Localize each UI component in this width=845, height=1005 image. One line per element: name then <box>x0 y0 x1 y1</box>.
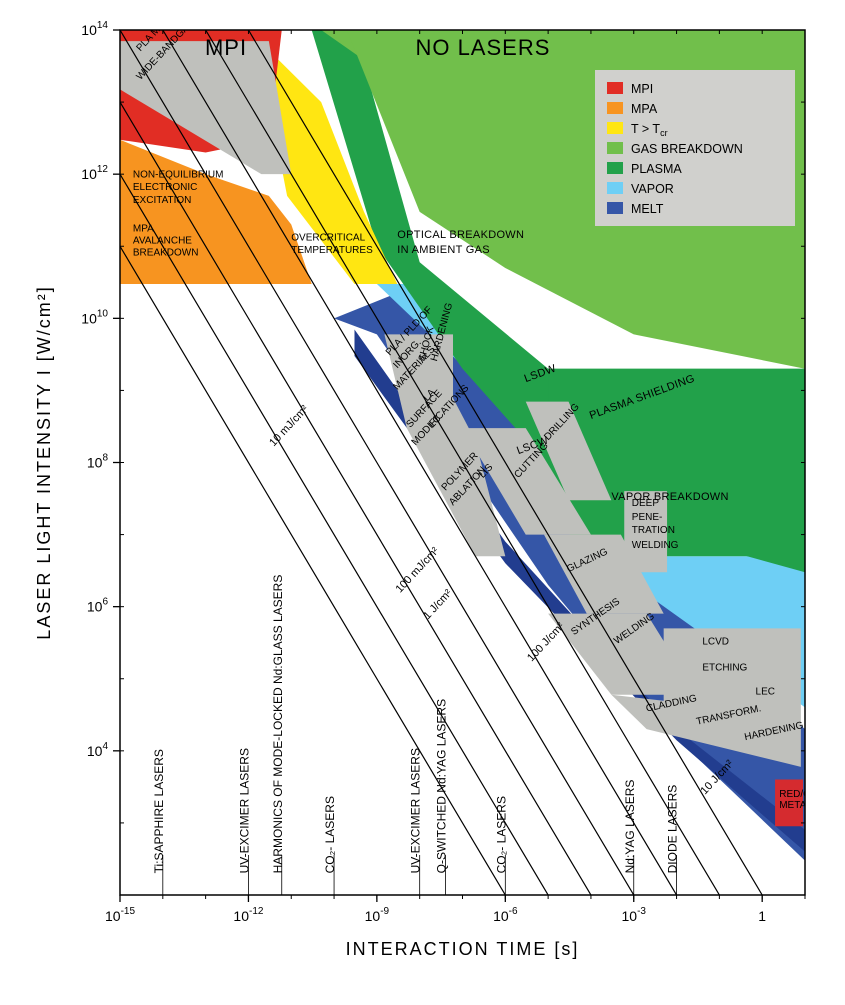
svg-text:AVALANCHE: AVALANCHE <box>133 235 192 246</box>
chart-container: 10 mJ/cm²100 mJ/cm²1 J/cm²100 J/cm²10 J/… <box>0 0 845 1005</box>
svg-text:TEMPERATURES: TEMPERATURES <box>291 245 373 256</box>
svg-text:100 J/cm²: 100 J/cm² <box>525 620 567 664</box>
svg-text:106: 106 <box>87 597 109 615</box>
svg-text:1012: 1012 <box>81 164 108 182</box>
svg-text:UV-EXCIMER LASERS: UV-EXCIMER LASERS <box>237 748 251 873</box>
svg-text:WELDING: WELDING <box>632 540 679 551</box>
svg-text:HARMONICS OF MODE-LOCKED Nd:GL: HARMONICS OF MODE-LOCKED Nd:GLASS LASERS <box>271 575 285 874</box>
svg-text:PENE-: PENE- <box>632 512 663 523</box>
svg-text:MELT: MELT <box>631 202 664 216</box>
svg-text:10-3: 10-3 <box>622 906 647 924</box>
svg-text:LASER LIGHT INTENSITY I [: LASER LIGHT INTENSITY I [W/cm²] <box>34 285 54 639</box>
svg-text:OPTICAL BREAKDOWN: OPTICAL BREAKDOWN <box>397 229 524 241</box>
svg-text:RED/COX: RED/COX <box>779 789 825 800</box>
svg-text:UV-EXCIMER LASERS: UV-EXCIMER LASERS <box>409 748 423 873</box>
svg-text:LCVD: LCVD <box>702 636 729 647</box>
svg-text:10-12: 10-12 <box>233 906 263 924</box>
svg-text:NON-EQUILIBRIUM: NON-EQUILIBRIUM <box>133 169 224 180</box>
svg-text:ETCHING: ETCHING <box>702 663 747 674</box>
svg-text:10 mJ/cm²: 10 mJ/cm² <box>267 403 311 449</box>
svg-text:1014: 1014 <box>81 20 108 38</box>
chart-svg: 10 mJ/cm²100 mJ/cm²1 J/cm²100 J/cm²10 J/… <box>0 0 845 1005</box>
svg-text:IN AMBIENT GAS: IN AMBIENT GAS <box>397 244 490 256</box>
svg-text:METALS: METALS <box>779 800 819 811</box>
svg-text:Ti:SAPPHIRE LASERS: Ti:SAPPHIRE LASERS <box>152 749 166 873</box>
svg-text:Q-SWITCHED Nd:YAG LASERS: Q-SWITCHED Nd:YAG LASERS <box>434 699 448 873</box>
svg-text:TRATION: TRATION <box>632 525 675 536</box>
svg-text:NO LASERS: NO LASERS <box>415 35 550 60</box>
svg-text:LEC: LEC <box>756 687 775 698</box>
svg-text:108: 108 <box>87 453 109 471</box>
svg-text:VAPOR BREAKDOWN: VAPOR BREAKDOWN <box>611 491 728 503</box>
svg-text:BREAKDOWN: BREAKDOWN <box>133 247 199 258</box>
svg-text:VAPOR: VAPOR <box>631 182 674 196</box>
svg-text:10-15: 10-15 <box>105 906 135 924</box>
svg-text:10-9: 10-9 <box>365 906 390 924</box>
svg-text:DEEP: DEEP <box>632 498 660 509</box>
svg-text:EXCITATION: EXCITATION <box>133 195 192 206</box>
svg-text:GAS BREAKDOWN: GAS BREAKDOWN <box>631 142 743 156</box>
svg-text:OVERCRITICAL: OVERCRITICAL <box>291 233 365 244</box>
svg-text:10-6: 10-6 <box>493 906 518 924</box>
svg-text:MPA: MPA <box>133 224 154 235</box>
svg-text:MPA: MPA <box>631 102 658 116</box>
svg-text:PLASMA: PLASMA <box>631 162 682 176</box>
svg-text:100 mJ/cm²: 100 mJ/cm² <box>394 545 442 595</box>
svg-text:INTERACTION TIME [s]: INTERACTION TIME [s] <box>346 939 580 959</box>
svg-text:MPI: MPI <box>631 82 653 96</box>
svg-text:ELECTRONIC: ELECTRONIC <box>133 182 197 193</box>
svg-text:CO₂- LASERS: CO₂- LASERS <box>323 796 337 873</box>
svg-text:Nd:YAG LASERS: Nd:YAG LASERS <box>623 780 637 874</box>
svg-text:MPI: MPI <box>205 35 247 60</box>
svg-text:1: 1 <box>758 908 766 924</box>
svg-text:DIODE LASERS: DIODE LASERS <box>666 785 680 874</box>
svg-text:1010: 1010 <box>81 308 108 326</box>
svg-text:1 J/cm²: 1 J/cm² <box>421 587 455 622</box>
svg-text:CO₂- LASERS: CO₂- LASERS <box>494 796 508 873</box>
svg-text:104: 104 <box>87 741 109 759</box>
